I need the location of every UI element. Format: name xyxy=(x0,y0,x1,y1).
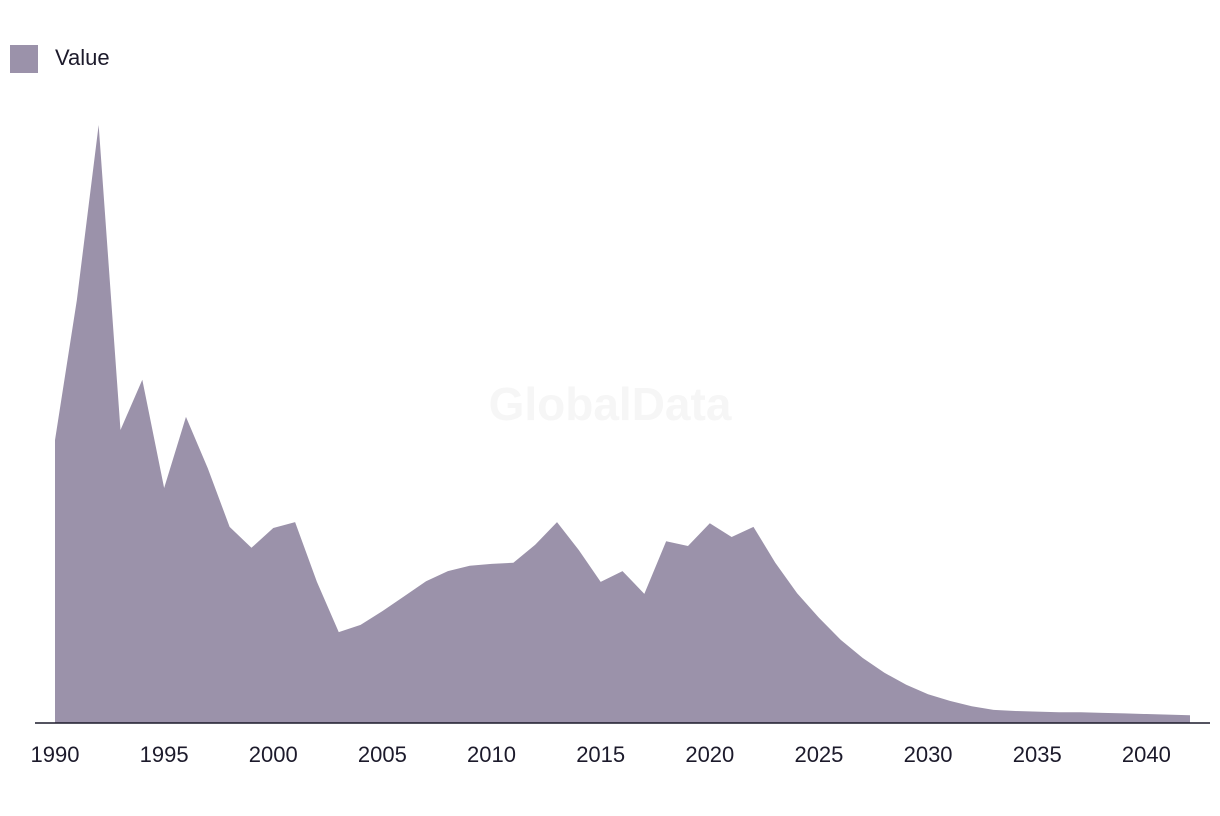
x-tick-label: 1995 xyxy=(140,742,189,767)
area xyxy=(55,125,1190,723)
x-tick-label: 2040 xyxy=(1122,742,1171,767)
x-tick-label: 2000 xyxy=(249,742,298,767)
x-tick-label: 2015 xyxy=(576,742,625,767)
x-tick-label: 2035 xyxy=(1013,742,1062,767)
legend-swatch xyxy=(10,45,38,73)
x-tick-label: 2030 xyxy=(904,742,953,767)
legend-label: Value xyxy=(55,45,110,70)
watermark: GlobalData xyxy=(489,378,732,430)
x-tick-label: 2025 xyxy=(794,742,843,767)
x-tick-label: 2005 xyxy=(358,742,407,767)
x-tick-label: 2010 xyxy=(467,742,516,767)
x-tick-label: 2020 xyxy=(685,742,734,767)
x-tick-label: 1990 xyxy=(31,742,80,767)
